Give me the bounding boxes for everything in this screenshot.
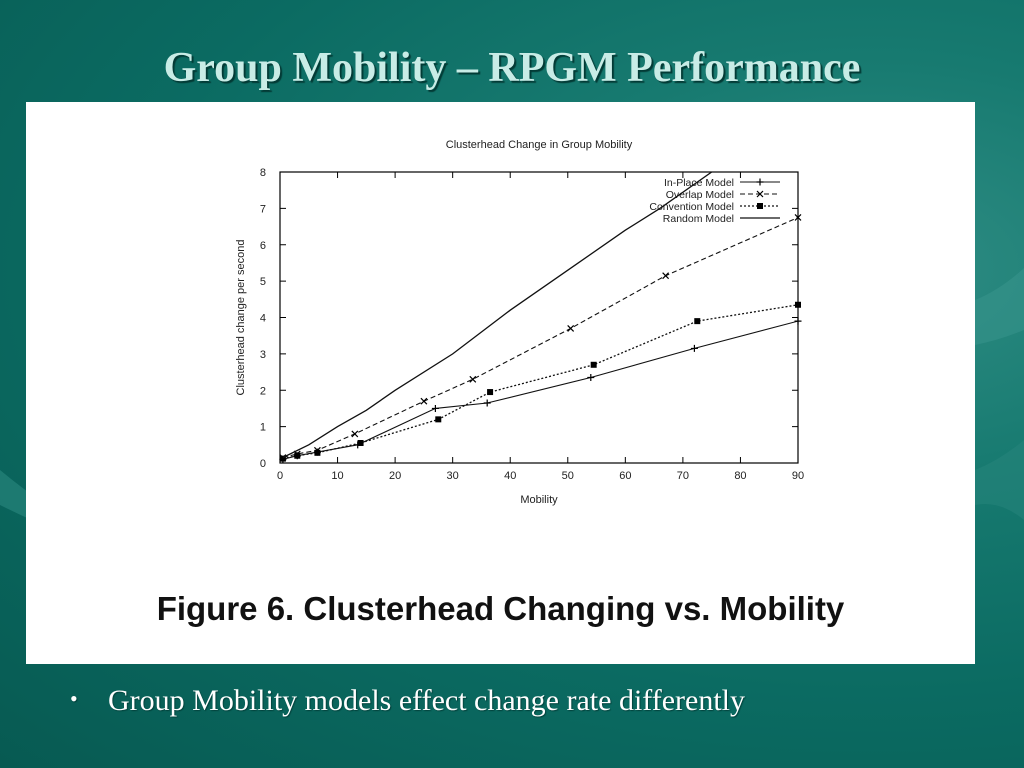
figure-caption: Figure 6. Clusterhead Changing vs. Mobil… [156,590,845,627]
data-point-overlap-model [567,324,575,332]
x-tick-label: 10 [331,470,343,482]
x-tick-label: 30 [447,470,459,482]
legend-label-convention-model: Convention Model [649,201,734,213]
y-tick-label: 5 [260,276,266,288]
x-axis-label: Mobility [520,494,558,506]
series-line-convention-model [282,304,798,460]
legend-label-random-model: Random Model [663,213,734,225]
y-axis-label: Clusterhead change per second [235,240,247,396]
data-point-convention-model [795,301,801,308]
data-point-in-place-model [690,344,698,352]
slide-title: Group Mobility – RPGM Performance [163,45,861,91]
legend-label-in-place-model: In-Place Model [664,177,734,189]
series-line-in-place-model [282,320,798,460]
data-point-convention-model [487,389,494,396]
series-line-random-model [282,172,713,459]
y-tick-label: 7 [260,203,266,215]
x-tick-label: 80 [734,470,746,482]
x-tick-label: 70 [677,470,689,482]
data-point-convention-model [279,455,286,462]
data-point-convention-model [590,361,597,368]
data-point-in-place-model [483,399,491,407]
data-point-in-place-model [794,317,802,325]
data-point-overlap-model [420,397,428,405]
series-line-overlap-model [282,216,798,459]
data-point-convention-model [294,452,301,459]
y-tick-label: 1 [260,422,266,434]
legend-marker-in-place-model [756,178,764,186]
data-point-overlap-model [662,272,670,280]
bullet-marker: • [70,686,78,711]
bullet-text: Group Mobility models effect change rate… [108,684,746,717]
data-point-in-place-model [587,374,595,382]
x-tick-label: 0 [277,470,283,482]
y-tick-label: 6 [260,240,266,252]
x-tick-label: 40 [504,470,516,482]
figure-panel: 0 10 20 30 40 50 60 70 80 90 0 1 2 3 4 5 6 7 8 Clusterhead … [26,102,975,664]
data-point-convention-model [694,318,701,325]
data-point-overlap-model [469,375,477,383]
legend-marker-convention-model [757,203,763,209]
data-point-overlap-model [794,214,802,221]
bullet-item: • Group Mobility models effect change ra… [70,684,745,718]
x-tick-label: 50 [562,470,574,482]
y-tick-label: 4 [260,313,266,325]
legend-marker-overlap-model [756,190,764,198]
y-tick-label: 0 [260,458,266,470]
data-point-in-place-model [431,404,439,412]
data-point-convention-model [357,439,364,446]
y-tick-label: 8 [260,167,266,179]
y-tick-label: 2 [260,385,266,397]
data-point-overlap-model [351,430,359,438]
line-chart: 0 10 20 30 40 50 60 70 80 90 0 1 2 3 4 5 6 7 8 Clusterhead … [235,139,804,506]
x-tick-label: 90 [792,470,804,482]
legend-label-overlap-model: Overlap Model [666,189,734,201]
x-tick-label: 20 [389,470,401,482]
data-point-convention-model [314,449,321,456]
x-tick-label: 60 [619,470,631,482]
y-tick-label: 3 [260,349,266,361]
chart-title: Clusterhead Change in Group Mobility [446,139,633,151]
data-point-convention-model [435,416,442,423]
